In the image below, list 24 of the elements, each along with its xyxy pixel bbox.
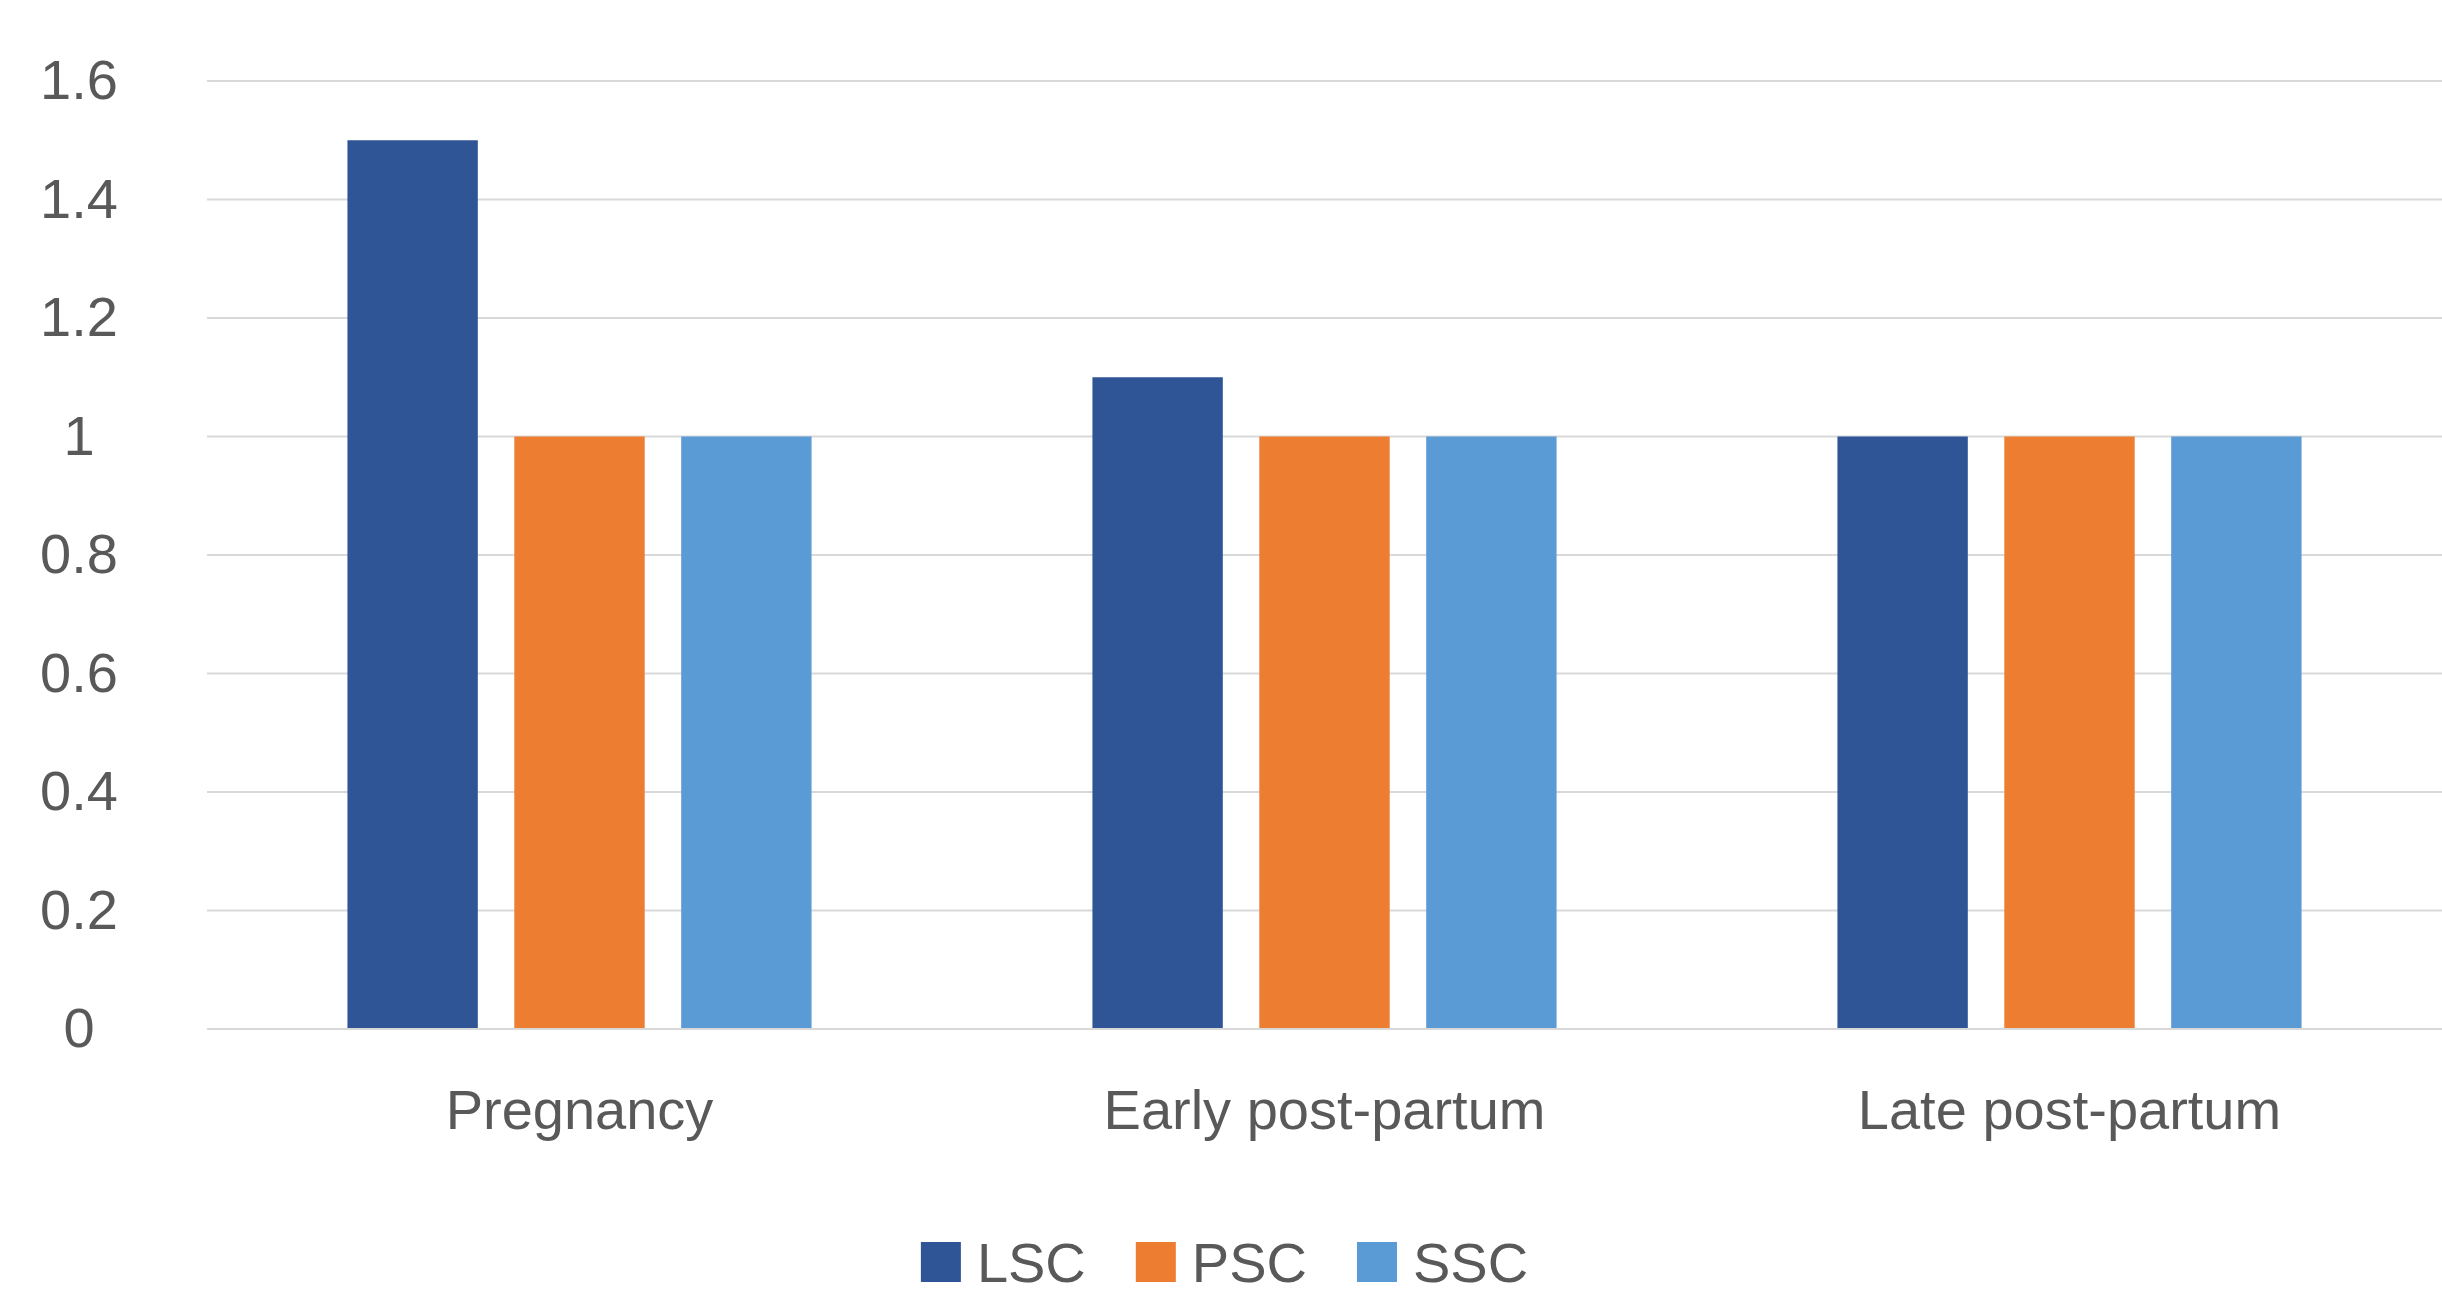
x-tick-label: Late post-partum [1857, 1077, 2282, 1141]
bar [681, 436, 812, 1029]
legend-label: PSC [1191, 1231, 1307, 1292]
y-tick-label: 0.2 [40, 877, 118, 941]
y-tick-label: 1.4 [40, 166, 118, 230]
bar [347, 140, 478, 1029]
legend-label: LSC [976, 1231, 1086, 1292]
bar [1092, 377, 1223, 1029]
bar [1837, 436, 1968, 1029]
y-tick-label: 0 [63, 996, 95, 1060]
x-tick-label: Pregnancy [445, 1077, 714, 1141]
y-tick-label: 0.4 [40, 759, 118, 823]
y-tick-label: 0.8 [40, 522, 118, 586]
x-tick-label: Early post-partum [1103, 1077, 1546, 1141]
bar [1426, 436, 1557, 1029]
y-tick-label: 0.6 [40, 640, 118, 704]
y-tick-label: 1 [63, 403, 95, 467]
y-tick-label: 1.6 [40, 48, 118, 112]
bar [2171, 436, 2302, 1029]
bar [1259, 436, 1390, 1029]
bar [2004, 436, 2135, 1029]
bar [514, 436, 645, 1029]
legend-label: SSC [1412, 1231, 1529, 1292]
y-tick-label: 1.2 [40, 285, 118, 349]
